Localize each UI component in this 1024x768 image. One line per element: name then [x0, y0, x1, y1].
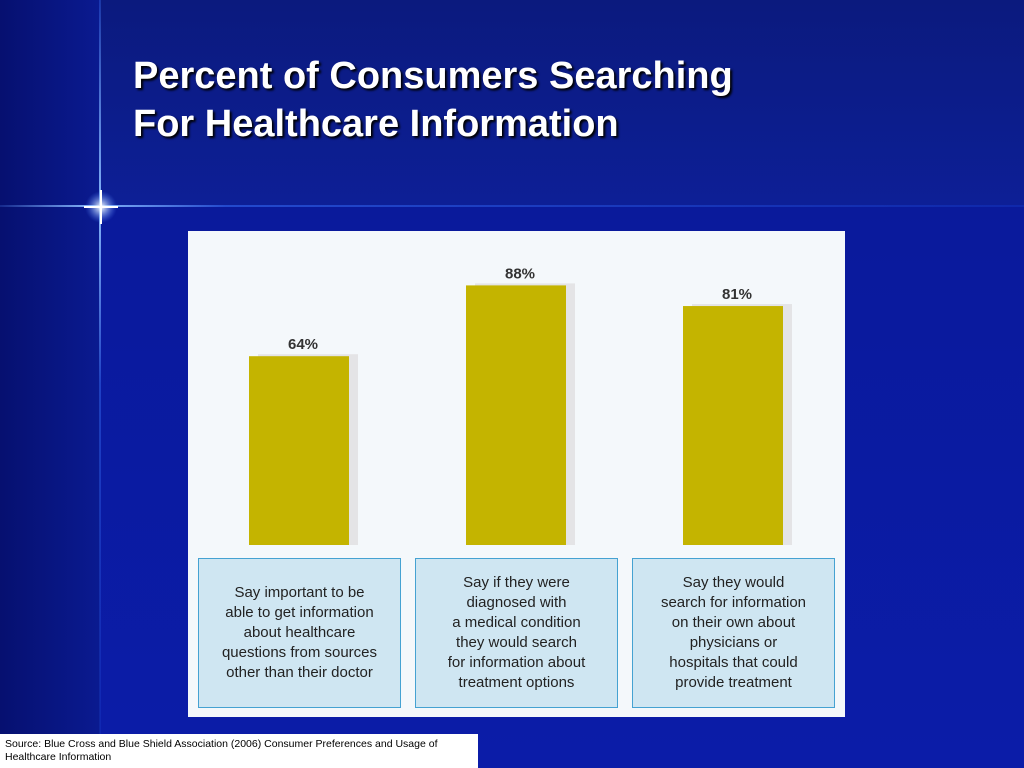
category-2-line-1: Say if they were: [463, 574, 570, 591]
source-note: Source: Blue Cross and Blue Shield Assoc…: [0, 734, 478, 768]
category-2-line-5: for information about: [447, 654, 586, 671]
bar-value-label-2: 88%: [505, 265, 535, 282]
category-2-line-2: diagnosed with: [466, 594, 567, 611]
category-label-3: Say they would search for information on…: [661, 573, 806, 693]
category-label-2: Say if they were diagnosed with a medica…: [448, 573, 586, 693]
category-label-1: Say important to be able to get informat…: [222, 583, 377, 683]
bar-1: [249, 356, 349, 545]
chart-panel: 64% 88% 81% Say important to be able to ge…: [188, 231, 845, 717]
bar-value-label-3: 81%: [722, 286, 752, 303]
category-box-2: Say if they were diagnosed with a medica…: [415, 558, 618, 708]
bar-value-label-1: 64%: [288, 336, 318, 353]
bar-2: [466, 285, 566, 545]
category-1-line-2: able to get information: [225, 604, 374, 621]
sparkle-icon: [84, 190, 118, 224]
category-1-line-1: Say important to be: [234, 584, 365, 601]
category-1-line-5: other than their doctor: [226, 664, 373, 681]
category-1-line-4: questions from sources: [221, 644, 378, 661]
category-3-line-5: hospitals that could: [669, 654, 798, 671]
category-3-line-6: provide treatment: [675, 674, 792, 691]
category-3-line-4: physicians or: [689, 634, 778, 651]
title-line-2: For Healthcare Information: [133, 103, 619, 145]
decorative-vertical-line: [99, 0, 101, 768]
category-box-1: Say important to be able to get informat…: [198, 558, 401, 708]
title-line-1: Percent of Consumers Searching: [133, 55, 733, 97]
category-3-line-3: on their own about: [671, 614, 796, 631]
decorative-horizontal-line: [0, 205, 1024, 207]
category-2-line-3: a medical condition: [452, 614, 581, 631]
category-2-line-6: treatment options: [458, 674, 575, 691]
category-2-line-4: they would search: [456, 634, 577, 651]
category-1-line-3: about healthcare: [243, 624, 356, 641]
slide-title: Percent of Consumers Searching For Healt…: [133, 52, 993, 148]
category-3-line-1: Say they would: [682, 574, 785, 591]
left-band: [0, 0, 100, 768]
bar-3: [683, 306, 783, 545]
title-band: [0, 0, 1024, 205]
bar-chart: 64% 88% 81%: [249, 265, 792, 545]
category-box-3: Say they would search for information on…: [632, 558, 835, 708]
category-3-line-2: search for information: [660, 594, 807, 611]
